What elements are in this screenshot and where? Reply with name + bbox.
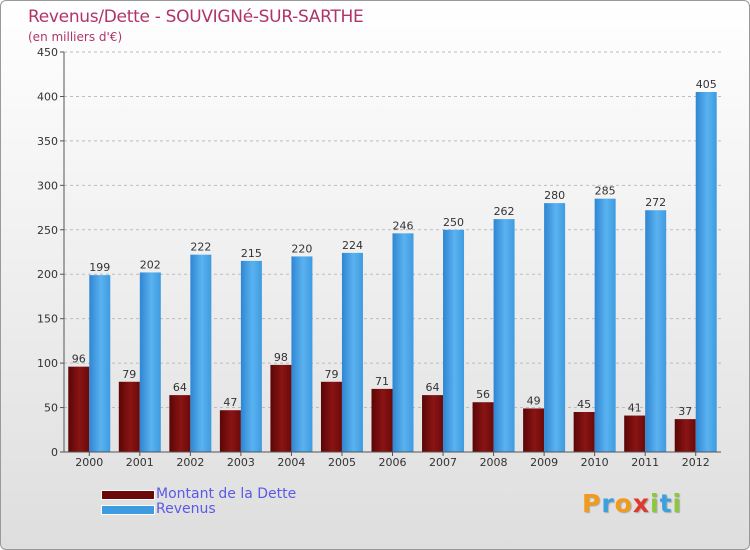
y-tick-label: 100 (37, 357, 58, 370)
y-tick-label: 150 (37, 313, 58, 326)
x-tick-label: 2009 (530, 456, 558, 469)
data-label-dette: 79 (122, 368, 136, 381)
bar-dette (472, 402, 494, 452)
data-label-revenus: 280 (544, 189, 565, 202)
y-tick-label: 0 (51, 446, 58, 459)
proxiti-logo: Proxiti (582, 489, 682, 518)
y-tick-label: 350 (37, 135, 58, 148)
legend-swatch-debt (101, 490, 155, 500)
bar-revenus (89, 275, 111, 452)
bar-revenus (139, 272, 161, 452)
bar-revenus (240, 260, 262, 452)
chart-subtitle: (en milliers d'€) (28, 30, 123, 44)
bar-revenus (695, 92, 717, 452)
data-label-revenus: 199 (89, 261, 110, 274)
bar-dette (573, 412, 595, 452)
x-tick-label: 2000 (75, 456, 103, 469)
chart-title: Revenus/Dette - SOUVIGNé-SUR-SARTHE (28, 7, 364, 27)
bar-revenus (443, 229, 465, 452)
legend-label-revenus: Revenus (156, 501, 216, 517)
data-label-revenus: 222 (190, 241, 211, 254)
logo-letter: x (632, 489, 650, 518)
data-label-dette: 96 (72, 353, 86, 366)
x-tick-label: 2005 (328, 456, 356, 469)
bar-revenus (341, 252, 363, 452)
bar-dette (422, 395, 444, 452)
data-label-dette: 49 (527, 394, 541, 407)
data-label-dette: 47 (223, 396, 237, 409)
bar-revenus (392, 233, 414, 452)
data-label-revenus: 202 (140, 258, 161, 271)
y-tick-label: 250 (37, 224, 58, 237)
bar-dette (68, 366, 90, 452)
data-label-revenus: 262 (494, 205, 515, 218)
bar-dette (219, 410, 241, 452)
data-label-revenus: 224 (342, 239, 363, 252)
bar-revenus (645, 210, 667, 452)
x-tick-label: 2002 (176, 456, 204, 469)
bar-dette (523, 408, 545, 452)
data-label-revenus: 272 (645, 196, 666, 209)
data-label-revenus: 405 (696, 78, 717, 91)
data-label-dette: 79 (324, 368, 338, 381)
data-label-dette: 41 (628, 402, 642, 415)
bar-dette (270, 364, 292, 452)
logo-letter: i (650, 489, 660, 518)
y-tick-label: 200 (37, 268, 58, 281)
data-label-dette: 45 (577, 398, 591, 411)
bar-revenus (544, 203, 566, 452)
data-label-dette: 37 (678, 405, 692, 418)
bar-dette (169, 395, 191, 452)
bar-revenus (190, 254, 212, 452)
bar-dette (674, 419, 696, 452)
legend-label-debt: Montant de la Dette (156, 486, 297, 502)
legend-swatch-revenus (101, 505, 155, 515)
bar-revenus (594, 198, 616, 452)
data-label-revenus: 220 (291, 242, 312, 255)
y-tick-label: 50 (44, 402, 58, 415)
y-tick-label: 450 (37, 46, 58, 59)
data-label-dette: 64 (173, 381, 187, 394)
data-label-dette: 64 (426, 381, 440, 394)
bar-revenus (493, 219, 515, 452)
data-label-revenus: 215 (241, 247, 262, 260)
bar-dette (624, 415, 646, 452)
x-tick-label: 2010 (581, 456, 609, 469)
data-label-revenus: 285 (595, 185, 616, 198)
logo-letter: o (614, 489, 633, 518)
x-tick-label: 2011 (631, 456, 659, 469)
bar-dette (118, 381, 140, 452)
bar-dette (371, 388, 393, 452)
data-label-dette: 71 (375, 375, 389, 388)
y-tick-label: 400 (37, 90, 58, 103)
logo-letter: i (672, 489, 683, 518)
y-tick-label: 300 (37, 179, 58, 192)
x-tick-label: 2012 (682, 456, 710, 469)
logo-letter: t (659, 489, 673, 518)
x-tick-label: 2006 (379, 456, 407, 469)
x-tick-label: 2003 (227, 456, 255, 469)
x-tick-label: 2004 (277, 456, 305, 469)
bar-dette (320, 381, 342, 452)
bar-revenus (291, 256, 313, 452)
logo-letter: r (601, 489, 615, 518)
x-tick-label: 2007 (429, 456, 457, 469)
x-tick-label: 2001 (126, 456, 154, 469)
logo-letter: P (582, 489, 602, 518)
data-label-revenus: 250 (443, 216, 464, 229)
data-label-dette: 98 (274, 351, 288, 364)
x-tick-label: 2008 (480, 456, 508, 469)
data-label-revenus: 246 (393, 219, 414, 232)
data-label-dette: 56 (476, 388, 490, 401)
